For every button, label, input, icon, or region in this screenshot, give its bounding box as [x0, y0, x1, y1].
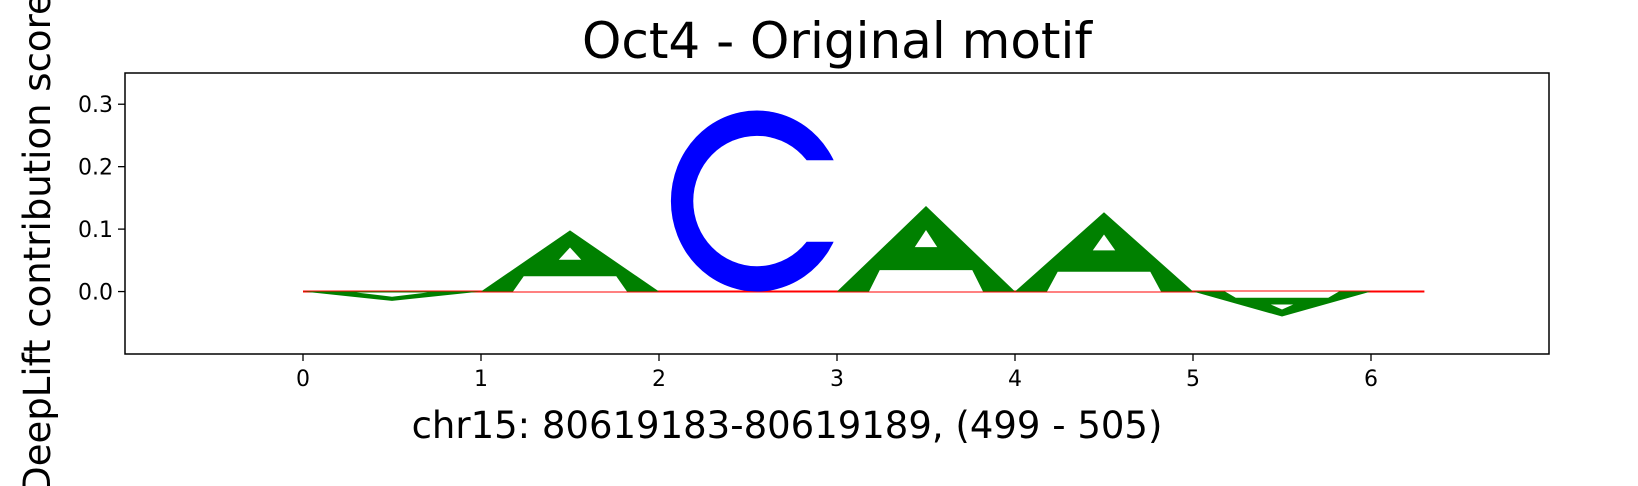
letter-a-hole: [1270, 304, 1294, 310]
x-tick-label: 5: [1186, 367, 1200, 392]
y-axis-label-group: DeepLift contribution score: [16, 0, 59, 486]
x-tick-label: 6: [1364, 367, 1378, 392]
letter-a-hole: [356, 292, 428, 297]
y-tick-label: 0.0: [78, 281, 113, 306]
letter-a-legs-gap: [869, 270, 983, 292]
letter-a-3: [837, 206, 1015, 292]
chart-title: Oct4 - Original motif: [582, 12, 1093, 70]
x-tick-label: 4: [1008, 367, 1022, 392]
letter-c-2: [670, 110, 852, 292]
plot-area: 0 1 2 3 4 5 6 0.0 0.1 0.2 0.3: [78, 72, 1550, 392]
y-axis-label: DeepLift contribution score: [16, 0, 59, 486]
letter-a-hole: [558, 247, 582, 260]
x-tick-label: 2: [652, 367, 666, 392]
letter-a-hole: [1092, 234, 1116, 251]
x-tick-label: 3: [830, 367, 844, 392]
letter-c-opening: [765, 160, 852, 242]
y-tick-label: 0.2: [78, 156, 113, 181]
y-tick-label: 0.1: [78, 218, 113, 243]
letter-a-1: [481, 230, 659, 292]
x-axis-label: chr15: 80619183-80619189, (499 - 505): [412, 404, 1163, 447]
letter-a-5: [1193, 291, 1371, 317]
letter-a-0: [303, 291, 481, 301]
letter-a-4: [1015, 212, 1193, 292]
y-tick-label: 0.3: [78, 93, 113, 118]
letter-a-legs-gap: [1047, 271, 1161, 292]
x-tick-label: 1: [474, 367, 488, 392]
letter-a-legs-gap: [513, 276, 627, 292]
x-tick-label: 0: [296, 367, 310, 392]
letter-a-legs-gap: [1225, 291, 1339, 298]
letter-a-hole: [914, 229, 938, 248]
